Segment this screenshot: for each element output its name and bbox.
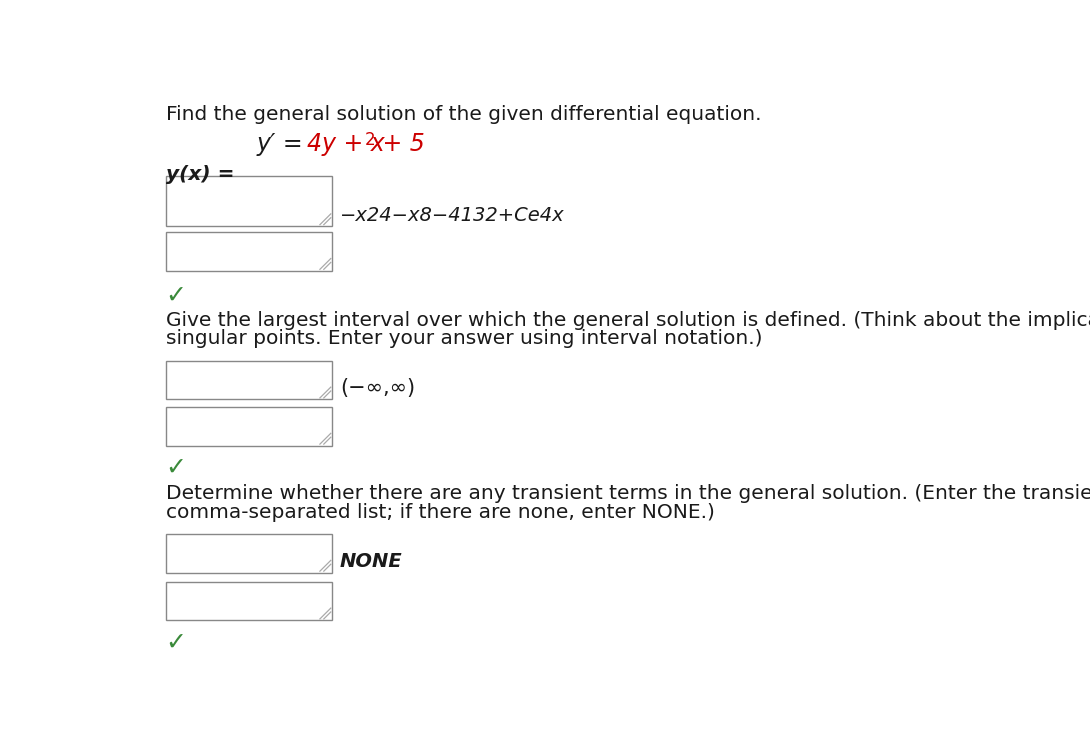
Text: Find the general solution of the given differential equation.: Find the general solution of the given d…	[166, 104, 761, 123]
Text: ✓: ✓	[166, 631, 186, 655]
Text: ✓: ✓	[166, 456, 186, 480]
Text: y(x) =: y(x) =	[166, 164, 234, 184]
Text: (−∞,∞): (−∞,∞)	[340, 378, 415, 398]
Text: NONE: NONE	[340, 552, 403, 571]
Text: Determine whether there are any transient terms in the general solution. (Enter : Determine whether there are any transien…	[166, 484, 1090, 503]
Text: comma-separated list; if there are none, enter NONE.): comma-separated list; if there are none,…	[166, 503, 715, 522]
Text: 2: 2	[365, 131, 375, 149]
Text: ✓: ✓	[166, 284, 186, 308]
Text: + 5: + 5	[375, 132, 425, 156]
Bar	[166, 232, 332, 271]
Text: −x24−x8−4132+Ce4x: −x24−x8−4132+Ce4x	[340, 206, 565, 225]
Bar	[166, 582, 332, 620]
Text: 4y + x: 4y + x	[306, 132, 385, 156]
Bar	[166, 176, 332, 226]
Bar	[166, 407, 332, 445]
Bar	[166, 361, 332, 399]
Text: singular points. Enter your answer using interval notation.): singular points. Enter your answer using…	[166, 329, 762, 348]
Text: y′ =: y′ =	[256, 132, 311, 156]
Bar	[166, 534, 332, 573]
Text: Give the largest interval over which the general solution is defined. (Think abo: Give the largest interval over which the…	[166, 311, 1090, 330]
